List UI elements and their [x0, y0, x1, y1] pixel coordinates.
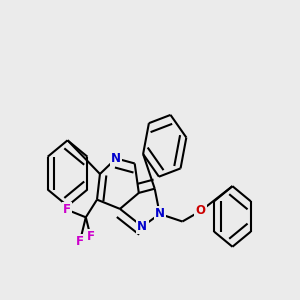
Text: N: N — [155, 207, 165, 220]
Text: F: F — [76, 235, 84, 248]
Text: N: N — [111, 152, 121, 165]
Text: O: O — [196, 205, 206, 218]
Text: N: N — [137, 220, 147, 233]
Text: F: F — [63, 203, 71, 216]
Text: F: F — [86, 230, 94, 243]
